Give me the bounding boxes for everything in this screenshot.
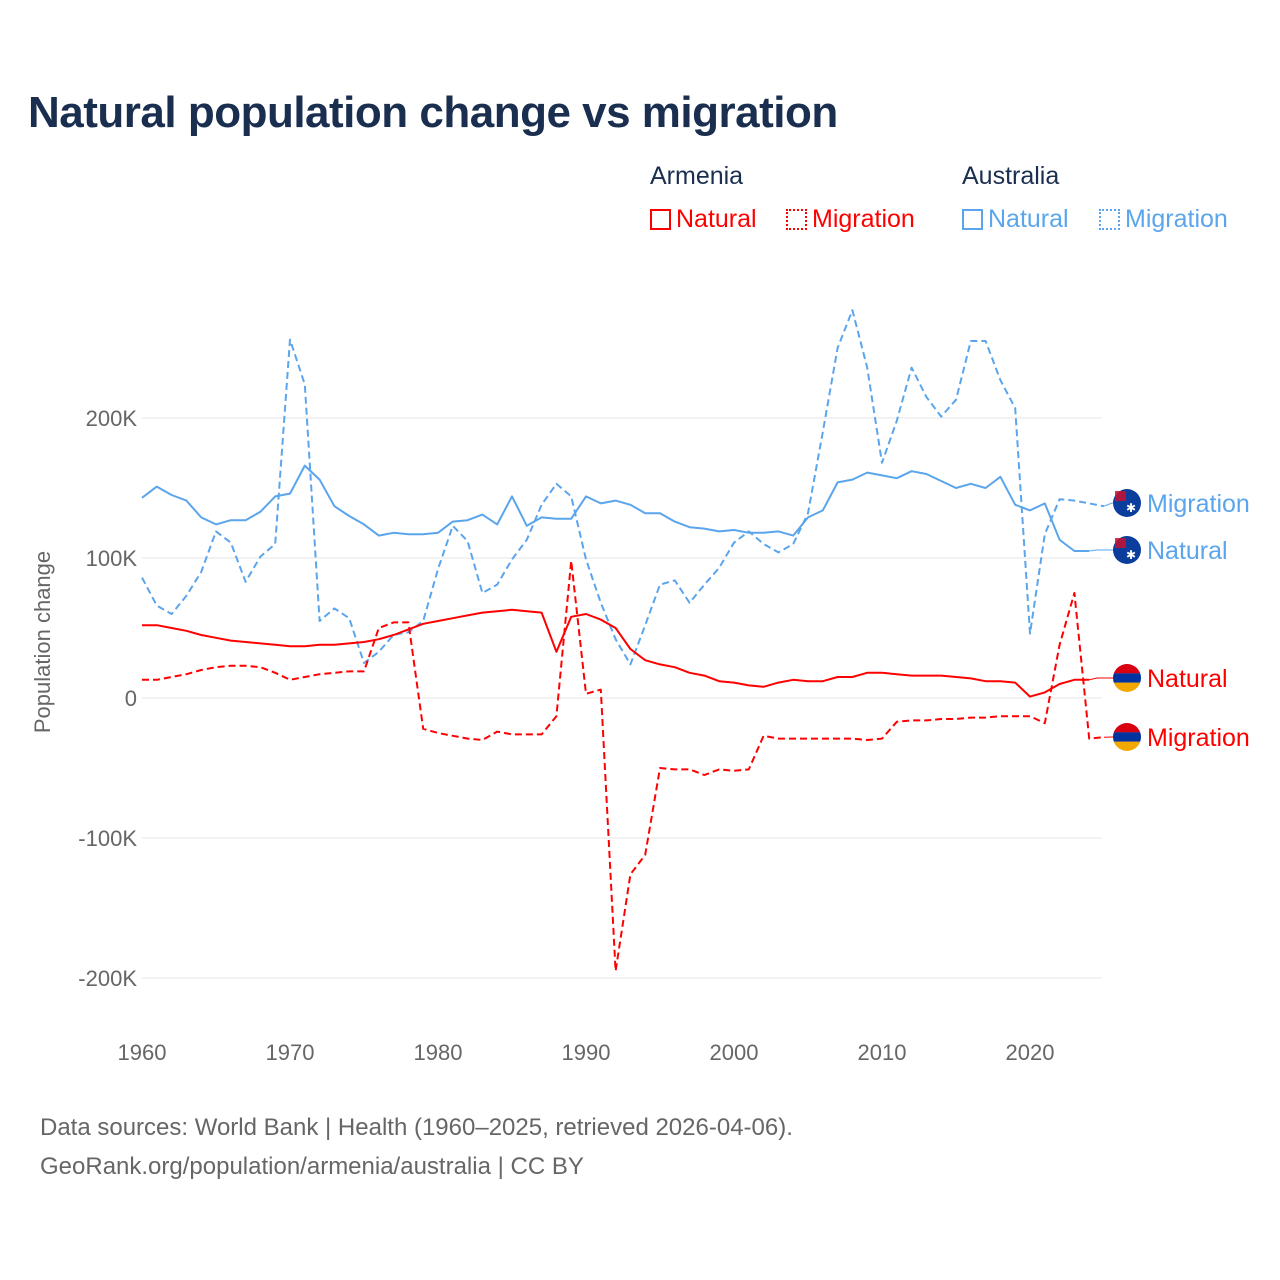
x-tick-label: 1970 <box>266 1040 315 1065</box>
y-tick-label: -200K <box>78 966 137 991</box>
dotted-swatch-icon <box>786 209 807 230</box>
legend-label: Natural <box>988 205 1069 233</box>
y-tick-label: -100K <box>78 826 137 851</box>
union-jack-icon <box>1115 491 1126 501</box>
y-tick-label: 100K <box>86 546 138 571</box>
series-line-australia-migration <box>141 309 1105 666</box>
chart-title: Natural population change vs migration <box>28 88 838 137</box>
armenia-flag-icon <box>1113 664 1141 692</box>
source-line-1: Data sources: World Bank | Health (1960–… <box>40 1114 793 1141</box>
legend-australia-natural[interactable]: Natural <box>962 205 1069 234</box>
legend-label: Natural <box>676 205 757 233</box>
series-end-label: Natural <box>1147 537 1228 565</box>
y-tick-label: 0 <box>125 686 137 711</box>
dotted-swatch-icon <box>1099 209 1120 230</box>
series-end-label: Migration <box>1147 724 1250 752</box>
solid-swatch-icon <box>962 209 983 230</box>
series-line-armenia-natural <box>142 608 1090 698</box>
y-tick-label: 200K <box>86 406 138 431</box>
legend-armenia-migration[interactable]: Migration <box>786 205 915 234</box>
series-end-label: Natural <box>1147 665 1228 693</box>
x-tick-label: 1960 <box>118 1040 167 1065</box>
x-tick-label: 1990 <box>562 1040 611 1065</box>
southern-cross-icon: ✱ <box>1126 501 1136 515</box>
x-tick-label: 2010 <box>858 1040 907 1065</box>
x-tick-label: 2000 <box>710 1040 759 1065</box>
x-tick-label: 2020 <box>1006 1040 1055 1065</box>
legend-label: Migration <box>812 205 915 233</box>
source-note: Data sources: World Bank | Health (1960–… <box>40 1108 793 1186</box>
legend-label: Migration <box>1125 205 1228 233</box>
southern-cross-icon: ✱ <box>1126 548 1136 562</box>
union-jack-icon <box>1115 538 1126 548</box>
series-line-armenia-migration <box>142 559 1105 972</box>
source-line-2[interactable]: GeoRank.org/population/armenia/australia… <box>40 1153 584 1180</box>
legend-group-australia: Australia <box>962 162 1060 190</box>
series-end-label: Migration <box>1147 490 1250 518</box>
legend-australia-migration[interactable]: Migration <box>1099 205 1228 234</box>
armenia-flag-icon <box>1113 723 1141 751</box>
x-tick-label: 1980 <box>414 1040 463 1065</box>
y-axis-label: Population change <box>30 551 55 733</box>
legend-armenia-natural[interactable]: Natural <box>650 205 757 234</box>
legend-group-armenia: Armenia <box>650 162 744 190</box>
series-line-australia-natural <box>141 464 1090 552</box>
solid-swatch-icon <box>650 209 671 230</box>
